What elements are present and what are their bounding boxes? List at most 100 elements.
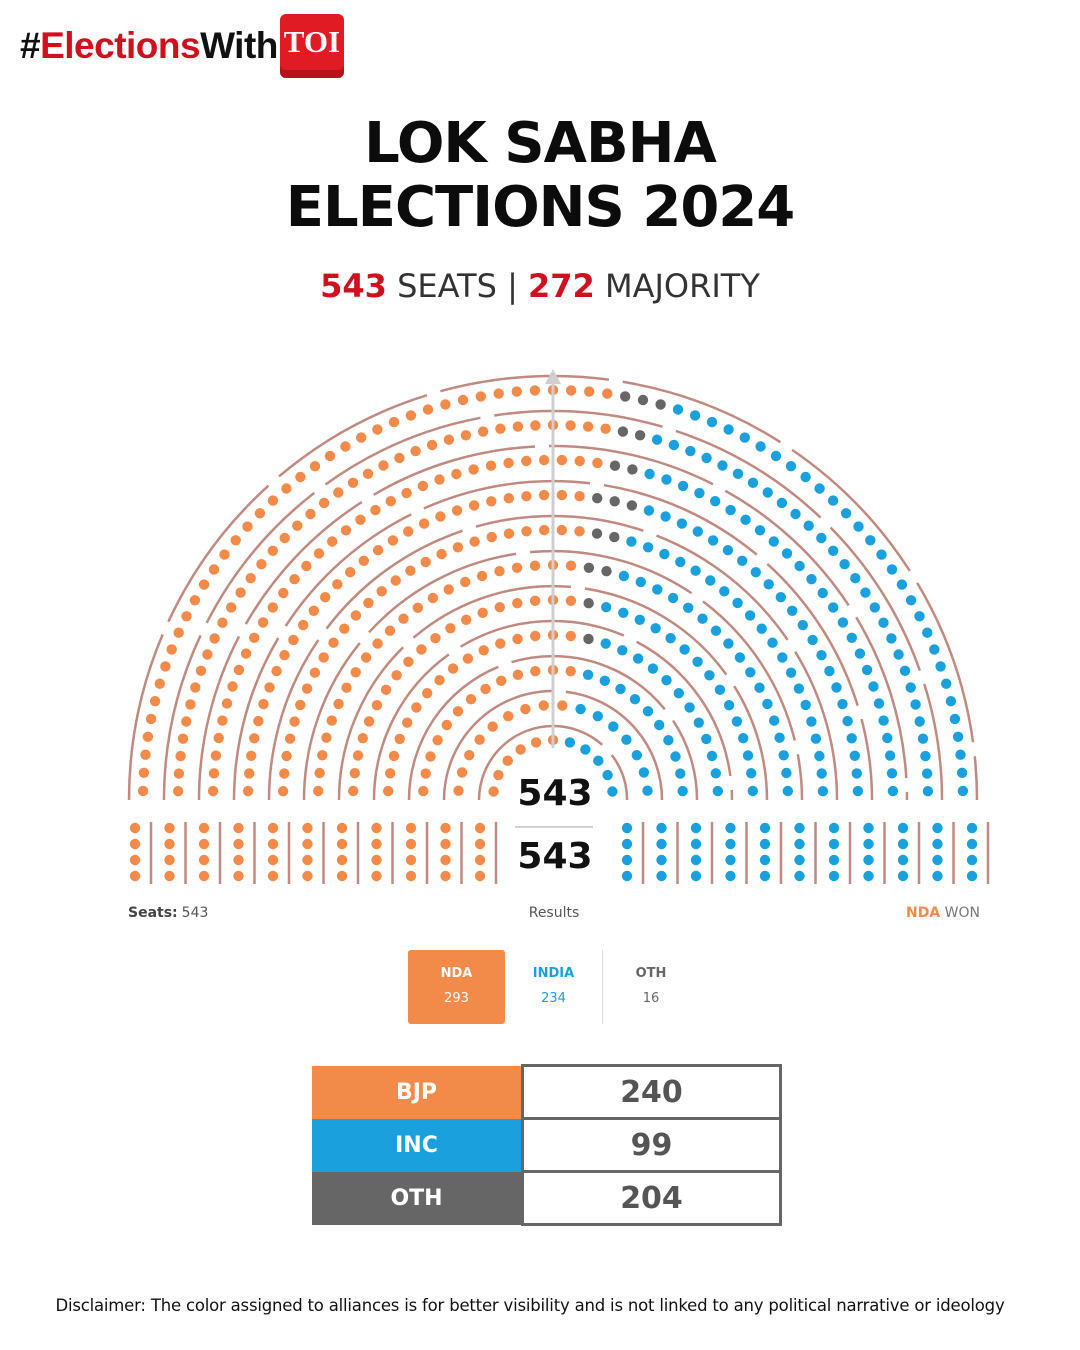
seat-dot-india xyxy=(777,652,788,663)
seat-dot-nda xyxy=(456,767,468,778)
seat-dot-india xyxy=(684,702,695,713)
seat-dot-india xyxy=(785,667,797,678)
seat-dot-nda xyxy=(302,854,313,866)
seat-dot-nda xyxy=(301,560,312,572)
seat-dot-nda xyxy=(313,785,324,797)
seat-dot-india xyxy=(665,633,676,644)
party-name-oth: OTH xyxy=(312,1171,523,1225)
title-line-2: ELECTIONS 2024 xyxy=(285,175,795,240)
seat-dot-india xyxy=(738,733,749,744)
seat-dot-nda xyxy=(314,767,325,779)
seat-dot-nda xyxy=(417,480,429,492)
legend-item-india[interactable]: INDIA 234 xyxy=(505,950,602,1024)
seat-dot-india xyxy=(824,665,835,677)
seat-dot-nda xyxy=(347,477,359,488)
seat-dot-nda xyxy=(474,822,486,834)
seat-dot-india xyxy=(621,854,633,866)
seat-dot-nda xyxy=(233,870,244,882)
seat-dot-oth xyxy=(609,460,621,471)
seat-dot-india xyxy=(897,822,909,834)
seat-dot-oth xyxy=(620,391,631,402)
disclaimer: Disclaimer: The color assigned to allian… xyxy=(55,1296,1005,1315)
seat-dot-nda xyxy=(440,870,451,882)
seat-dot-nda xyxy=(405,870,417,882)
seat-dot-india xyxy=(769,715,780,726)
seat-dot-india xyxy=(656,854,667,866)
seat-dot-nda xyxy=(138,767,150,778)
seat-dot-india xyxy=(817,786,829,797)
seat-dot-india xyxy=(635,576,646,588)
seat-dot-nda xyxy=(493,769,504,781)
seat-dot-nda xyxy=(495,423,506,434)
legend-item-oth[interactable]: OTH 16 xyxy=(602,950,699,1024)
seat-dot-nda xyxy=(339,623,350,634)
seat-dot-nda xyxy=(422,404,434,415)
seat-dot-india xyxy=(896,579,908,590)
seat-dot-india xyxy=(621,870,633,882)
legend-item-nda[interactable]: NDA 293 xyxy=(408,950,505,1024)
seat-dot-india xyxy=(725,870,736,882)
seat-dot-india xyxy=(725,838,736,850)
seat-dot-india xyxy=(837,698,848,710)
seat-dot-oth xyxy=(626,500,638,511)
seat-dot-nda xyxy=(464,750,475,761)
seat-dot-india xyxy=(949,713,961,725)
seat-dot-nda xyxy=(172,786,184,797)
seat-dot-nda xyxy=(475,391,486,402)
seat-dot-india xyxy=(725,854,736,866)
seat-dot-india xyxy=(725,504,736,516)
seat-dot-nda xyxy=(600,423,611,434)
seat-dot-india xyxy=(654,719,665,731)
seat-dot-nda xyxy=(164,822,175,834)
legend-value: 234 xyxy=(541,991,566,1006)
seat-dot-nda xyxy=(245,573,256,584)
seat-dot-india xyxy=(690,854,702,866)
seat-dot-india xyxy=(737,555,748,566)
seat-dot-nda xyxy=(277,786,289,797)
seat-dot-nda xyxy=(385,768,396,779)
seat-dot-nda xyxy=(267,870,279,882)
seat-dot-india xyxy=(714,684,726,695)
seat-dot-india xyxy=(659,548,670,560)
seat-dot-india xyxy=(644,468,655,480)
seat-dot-india xyxy=(744,610,756,621)
seat-dot-nda xyxy=(173,768,185,779)
seat-dot-india xyxy=(668,439,680,451)
seat-dot-nda xyxy=(129,854,141,866)
seat-dot-india xyxy=(747,477,759,488)
seat-dot-india xyxy=(692,656,703,667)
seat-dot-india xyxy=(966,822,978,834)
seat-dot-india xyxy=(690,838,702,850)
seat-dot-india xyxy=(941,678,952,689)
seat-dot-india xyxy=(660,511,671,522)
seat-dot-nda xyxy=(181,716,192,727)
seat-dot-nda xyxy=(592,457,603,469)
seat-dot-nda xyxy=(380,684,392,695)
seat-dot-india xyxy=(723,424,734,435)
seat-dot-nda xyxy=(317,750,328,761)
seat-dot-nda xyxy=(302,838,313,850)
seat-dot-nda xyxy=(447,663,459,674)
seat-dot-nda xyxy=(410,445,421,457)
seat-dot-india xyxy=(617,645,628,656)
seat-dot-india xyxy=(957,785,969,797)
seat-dot-india xyxy=(643,505,655,516)
seat-dot-nda xyxy=(137,785,149,797)
seat-dot-nda xyxy=(336,838,348,850)
seat-dot-nda xyxy=(425,751,436,762)
seat-dot-nda xyxy=(358,555,369,566)
seat-dot-nda xyxy=(352,750,364,761)
seat-dot-nda xyxy=(468,500,480,511)
seat-dot-india xyxy=(621,838,633,850)
seat-dot-india xyxy=(910,699,921,710)
seat-dot-nda xyxy=(486,531,497,543)
seat-dot-nda xyxy=(556,454,568,466)
seat-dot-oth xyxy=(601,566,612,577)
seat-dot-india xyxy=(863,870,874,882)
seat-dot-india xyxy=(621,822,633,834)
seat-dot-nda xyxy=(328,637,339,648)
seat-dot-india xyxy=(601,602,612,613)
seat-dot-nda xyxy=(556,489,568,501)
seat-dot-india xyxy=(647,663,659,674)
seat-dot-oth xyxy=(583,598,594,609)
